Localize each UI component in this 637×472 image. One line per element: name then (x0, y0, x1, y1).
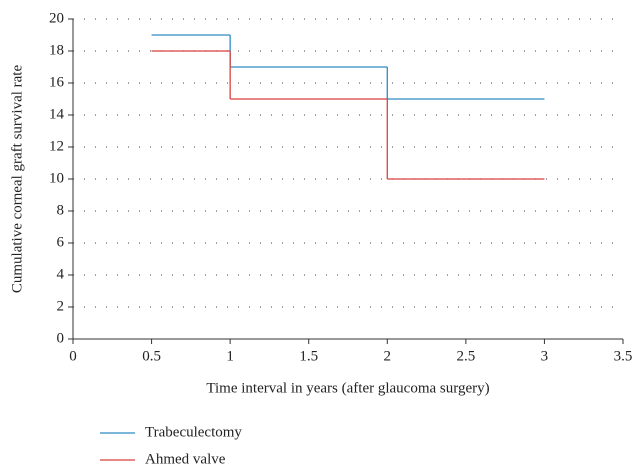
y-tick-label: 6 (57, 234, 65, 250)
x-axis-label: Time interval in years (after glaucoma s… (206, 380, 489, 396)
y-tick-label: 18 (49, 42, 64, 58)
y-tick-label: 2 (57, 298, 65, 314)
y-axis-label: Cumulative corneal graft survival rate (9, 65, 25, 294)
x-tick-label: 2 (384, 348, 392, 364)
y-tick-label: 4 (57, 266, 65, 282)
x-tick-label: 0.5 (142, 348, 161, 364)
legend-label: Trabeculectomy (145, 424, 242, 440)
y-tick-label: 8 (57, 202, 65, 218)
y-tick-label: 0 (57, 330, 65, 346)
legend-label: Ahmed valve (145, 451, 226, 467)
x-tick-label: 3 (541, 348, 549, 364)
x-tick-label: 2.5 (456, 348, 475, 364)
y-tick-label: 10 (49, 170, 64, 186)
x-tick-label: 3.5 (614, 348, 633, 364)
y-tick-label: 20 (49, 10, 64, 26)
y-tick-label: 16 (49, 74, 65, 90)
x-tick-label: 1.5 (299, 348, 318, 364)
y-tick-label: 14 (49, 106, 65, 122)
x-tick-label: 1 (226, 348, 234, 364)
x-tick-label: 0 (69, 348, 77, 364)
y-tick-label: 12 (49, 138, 64, 154)
